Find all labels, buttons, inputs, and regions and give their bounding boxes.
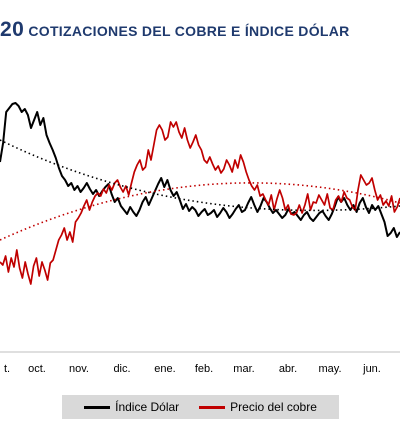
x-tick-label: dic.	[113, 363, 130, 375]
x-tick-labels: t. oct. nov. dic. ene. feb. mar. abr. may. jun.	[4, 363, 381, 375]
series-line-precio-cobre	[0, 121, 400, 285]
chart-title: 20 COTIZACIONES DEL COBRE E ÍNDICE DÓLAR	[0, 18, 400, 44]
series-line-indice-dolar	[0, 102, 400, 238]
x-tick-label: abr.	[279, 363, 297, 375]
legend-label-dolar: Índice Dólar	[115, 400, 180, 414]
x-tick-label: mar.	[233, 363, 254, 375]
legend-swatch-copper	[199, 405, 226, 409]
x-tick-label: t.	[4, 363, 10, 375]
chart-number: 20	[0, 18, 25, 41]
legend-swatch-dolar	[84, 405, 111, 409]
x-tick-label: oct.	[28, 363, 46, 375]
legend-item-dolar: Índice Dólar	[84, 400, 179, 414]
legend-item-copper: Precio del cobre	[199, 400, 317, 414]
x-tick-label: nov.	[69, 363, 89, 375]
x-tick-label: feb.	[195, 363, 213, 375]
legend: Índice Dólar Precio del cobre	[62, 395, 339, 419]
series-layer	[0, 102, 400, 285]
legend-label-copper: Precio del cobre	[230, 400, 317, 414]
trend-line-2	[0, 139, 400, 212]
chart-title-text: COTIZACIONES DEL COBRE E ÍNDICE DÓLAR	[28, 23, 350, 39]
x-tick-label: ene.	[154, 363, 175, 375]
trend-line-3	[0, 182, 400, 241]
x-tick-label: jun.	[362, 363, 381, 375]
x-tick-label: may.	[318, 363, 341, 375]
